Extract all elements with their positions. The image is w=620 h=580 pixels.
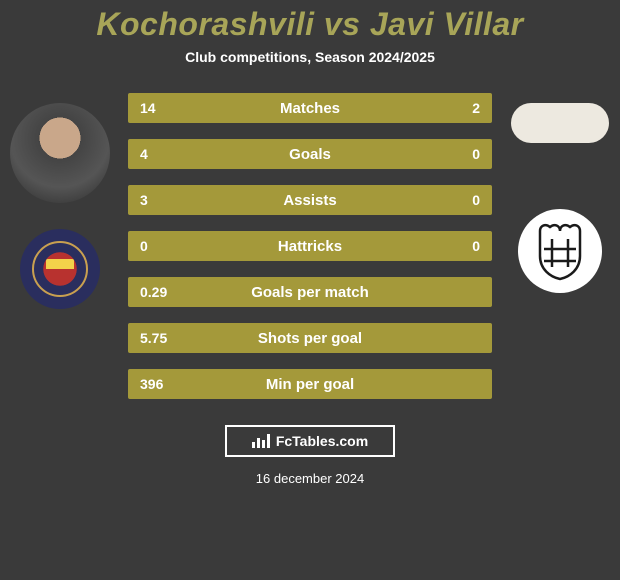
stat-left-value: 4 [140, 146, 148, 162]
stat-right-value: 0 [472, 238, 480, 254]
fctables-logo: FcTables.com [225, 425, 395, 457]
page-title: Kochorashvili vs Javi Villar [96, 6, 523, 43]
bars-icon [252, 434, 270, 448]
stat-label: Goals [289, 146, 331, 163]
stat-row-hattricks: 0 Hattricks 0 [128, 231, 492, 261]
stat-right-value: 0 [472, 192, 480, 208]
stat-label: Matches [280, 100, 340, 117]
fctables-text: FcTables.com [276, 433, 368, 449]
stat-left-value: 3 [140, 192, 148, 208]
stat-row-min-per-goal: 396 Min per goal [128, 369, 492, 399]
player-avatar-right [511, 103, 609, 143]
comparison-card: Kochorashvili vs Javi Villar Club compet… [0, 0, 620, 580]
stat-label: Goals per match [251, 284, 369, 301]
left-player-column [0, 93, 120, 309]
stat-left-value: 0 [140, 238, 148, 254]
stat-row-goals: 4 Goals 0 [128, 139, 492, 169]
comparison-body: 14 Matches 2 4 Goals 0 3 Assists 0 0 Hat… [0, 93, 620, 399]
stat-left-value: 396 [140, 376, 163, 392]
stat-row-shots-per-goal: 5.75 Shots per goal [128, 323, 492, 353]
club-shield-icon [530, 221, 590, 281]
page-subtitle: Club competitions, Season 2024/2025 [185, 49, 435, 65]
club-badge-left [20, 229, 100, 309]
stat-row-matches: 14 Matches 2 [128, 93, 492, 123]
stat-label: Shots per goal [258, 330, 362, 347]
stat-label: Hattricks [278, 238, 342, 255]
stat-row-goals-per-match: 0.29 Goals per match [128, 277, 492, 307]
stat-right-value: 2 [472, 100, 480, 116]
stat-label: Min per goal [266, 376, 354, 393]
club-badge-right [518, 209, 602, 293]
stat-left-value: 14 [140, 100, 156, 116]
stat-left-value: 5.75 [140, 330, 167, 346]
stat-row-assists: 3 Assists 0 [128, 185, 492, 215]
stat-right-value: 0 [472, 146, 480, 162]
stat-bars: 14 Matches 2 4 Goals 0 3 Assists 0 0 Hat… [120, 93, 500, 399]
right-player-column [500, 93, 620, 293]
player-avatar-left [10, 103, 110, 203]
stat-left-value: 0.29 [140, 284, 167, 300]
stat-label: Assists [283, 192, 336, 209]
date-text: 16 december 2024 [256, 471, 364, 486]
